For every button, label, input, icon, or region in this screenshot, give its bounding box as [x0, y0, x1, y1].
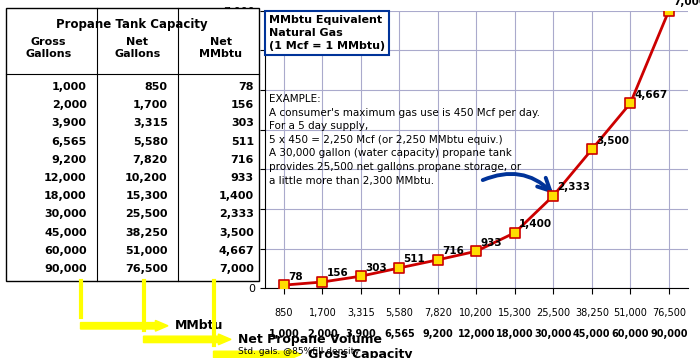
Text: MMbtu: MMbtu — [175, 319, 223, 332]
Text: Std. gals. @85%fill density: Std. gals. @85%fill density — [238, 347, 360, 357]
Point — [664, 8, 675, 14]
Text: 7,000: 7,000 — [219, 264, 254, 274]
Text: 15,300: 15,300 — [498, 308, 532, 318]
Text: 25,500: 25,500 — [125, 209, 168, 219]
Point — [547, 193, 559, 199]
Text: 10,200: 10,200 — [459, 308, 494, 318]
Text: 5,580: 5,580 — [386, 308, 413, 318]
Text: 511: 511 — [403, 255, 426, 264]
Text: 12,000: 12,000 — [44, 173, 87, 183]
Text: 5,580: 5,580 — [133, 137, 168, 146]
Point — [393, 265, 405, 271]
Text: 4,667: 4,667 — [218, 246, 254, 256]
Text: 933: 933 — [231, 173, 254, 183]
Point — [625, 100, 636, 106]
FancyArrow shape — [80, 320, 168, 331]
Text: 1,700: 1,700 — [309, 308, 336, 318]
Text: 51,000: 51,000 — [125, 246, 168, 256]
Point — [587, 147, 598, 153]
Text: 716: 716 — [230, 155, 254, 165]
Point — [356, 273, 367, 279]
Text: Gross
Gallons: Gross Gallons — [26, 37, 72, 59]
Text: Net
MMbtu: Net MMbtu — [199, 37, 242, 59]
Text: 7,000: 7,000 — [673, 0, 700, 7]
Text: 3,900: 3,900 — [346, 329, 376, 339]
Text: 18,000: 18,000 — [44, 191, 87, 201]
Text: 90,000: 90,000 — [44, 264, 87, 274]
Text: 76,500: 76,500 — [652, 308, 686, 318]
Text: 9,200: 9,200 — [423, 329, 453, 339]
Text: 51,000: 51,000 — [613, 308, 648, 318]
Text: 2,333: 2,333 — [219, 209, 254, 219]
Point — [316, 279, 328, 285]
Text: 38,250: 38,250 — [125, 228, 168, 238]
Text: 716: 716 — [442, 246, 464, 256]
Text: 3,315: 3,315 — [347, 308, 374, 318]
Text: 1,000: 1,000 — [52, 82, 87, 92]
Text: 850: 850 — [145, 82, 168, 92]
Text: 30,000: 30,000 — [535, 329, 572, 339]
Text: 38,250: 38,250 — [575, 308, 609, 318]
Text: 4,667: 4,667 — [634, 90, 668, 100]
Point — [510, 230, 521, 236]
Text: Gross Capacity: Gross Capacity — [308, 348, 412, 358]
Text: 15,300: 15,300 — [125, 191, 168, 201]
Text: 12,000: 12,000 — [458, 329, 495, 339]
Text: 60,000: 60,000 — [612, 329, 649, 339]
Text: Net Propane Volume: Net Propane Volume — [238, 333, 382, 346]
Text: 25,500: 25,500 — [536, 308, 570, 318]
Text: 850: 850 — [274, 308, 293, 318]
Text: 18,000: 18,000 — [496, 329, 533, 339]
Text: 60,000: 60,000 — [44, 246, 87, 256]
Text: 2,333: 2,333 — [557, 182, 591, 192]
Text: EXAMPLE:
A consumer's maximum gas use is 450 Mcf per day.
For a 5 day supply,
5 : EXAMPLE: A consumer's maximum gas use is… — [269, 94, 540, 185]
Text: 3,900: 3,900 — [52, 118, 87, 129]
Text: MMbtu Equivalent
Natural Gas
(1 Mcf = 1 MMbtu): MMbtu Equivalent Natural Gas (1 Mcf = 1 … — [269, 15, 385, 51]
Text: 6,565: 6,565 — [384, 329, 414, 339]
Point — [470, 248, 482, 254]
Text: 7,820: 7,820 — [133, 155, 168, 165]
Text: Propane Tank Capacity: Propane Tank Capacity — [57, 18, 208, 31]
Text: Net
Gallons: Net Gallons — [114, 37, 160, 59]
Point — [279, 282, 290, 288]
Text: 156: 156 — [326, 268, 349, 279]
Text: 303: 303 — [231, 118, 254, 129]
FancyArrow shape — [214, 349, 301, 358]
Text: 3,500: 3,500 — [596, 136, 629, 146]
Text: 156: 156 — [231, 100, 254, 110]
Text: 10,200: 10,200 — [125, 173, 168, 183]
Text: 90,000: 90,000 — [650, 329, 687, 339]
Text: 511: 511 — [231, 137, 254, 146]
FancyArrow shape — [144, 334, 231, 345]
Text: 3,500: 3,500 — [219, 228, 254, 238]
Text: 1,000: 1,000 — [269, 329, 299, 339]
Text: 7,820: 7,820 — [424, 308, 452, 318]
Text: 6,565: 6,565 — [51, 137, 87, 146]
FancyBboxPatch shape — [6, 8, 259, 281]
Text: 76,500: 76,500 — [125, 264, 168, 274]
Point — [433, 257, 444, 263]
Text: 933: 933 — [480, 238, 502, 248]
Text: 9,200: 9,200 — [52, 155, 87, 165]
Text: 3,315: 3,315 — [133, 118, 168, 129]
Text: 45,000: 45,000 — [573, 329, 610, 339]
Text: 2,000: 2,000 — [52, 100, 87, 110]
Text: 30,000: 30,000 — [44, 209, 87, 219]
Text: 1,400: 1,400 — [219, 191, 254, 201]
Text: 303: 303 — [365, 263, 387, 273]
Text: 1,700: 1,700 — [133, 100, 168, 110]
Text: 1,400: 1,400 — [519, 219, 552, 229]
Text: 78: 78 — [288, 271, 302, 281]
Text: 45,000: 45,000 — [44, 228, 87, 238]
Text: 2,000: 2,000 — [307, 329, 337, 339]
Text: 78: 78 — [239, 82, 254, 92]
